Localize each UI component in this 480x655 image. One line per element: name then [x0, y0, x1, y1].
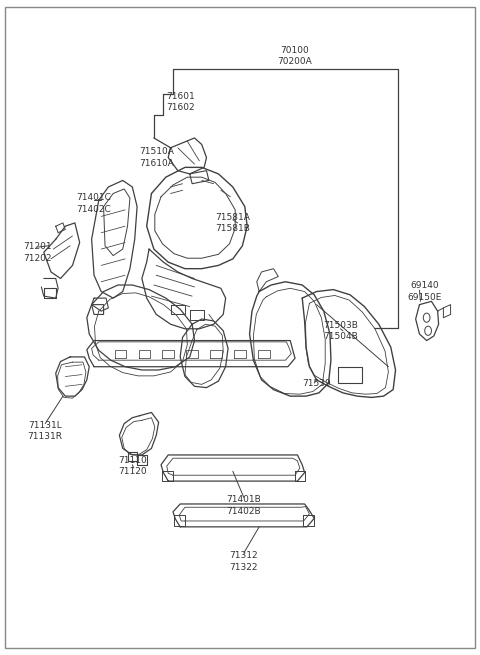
Text: 71131L
71131R: 71131L 71131R — [28, 421, 63, 441]
Text: 71581A
71581B: 71581A 71581B — [216, 213, 250, 233]
Text: 70100
70200A: 70100 70200A — [277, 46, 312, 66]
Text: 71201
71202: 71201 71202 — [23, 242, 52, 263]
Text: 69140
69150E: 69140 69150E — [407, 282, 442, 302]
Text: 71503B
71504B: 71503B 71504B — [323, 320, 358, 341]
Text: 71539: 71539 — [302, 379, 331, 388]
Text: 71312
71322: 71312 71322 — [229, 552, 258, 572]
Text: 71510A
71610A: 71510A 71610A — [139, 147, 174, 168]
Text: 71401C
71402C: 71401C 71402C — [77, 193, 111, 214]
Text: 71110
71120: 71110 71120 — [118, 456, 147, 476]
Text: 71401B
71402B: 71401B 71402B — [227, 495, 261, 515]
Text: 71601
71602: 71601 71602 — [166, 92, 194, 112]
